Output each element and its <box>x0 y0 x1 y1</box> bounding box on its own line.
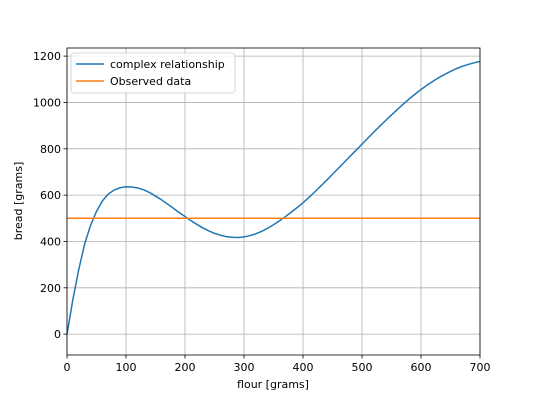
legend-box <box>70 52 236 94</box>
axis-ticks: 0 100 200 300 400 500 600 700 0 200 400 600 800 1000 1… <box>33 50 491 374</box>
x-tick-label-100: 100 <box>116 361 137 374</box>
x-tick-label-600: 600 <box>411 361 432 374</box>
x-tick-label-700: 700 <box>470 361 491 374</box>
y-axis-label: bread [grams] <box>12 162 25 241</box>
legend: complex relationship Observed data <box>70 52 236 94</box>
y-tick-label-1000: 1000 <box>33 96 61 109</box>
plot-frame <box>66 47 481 356</box>
y-tick-label-0: 0 <box>54 328 61 341</box>
legend-label-complex-relationship: complex relationship <box>110 58 225 71</box>
grid-lines <box>66 48 481 355</box>
x-tick-label-200: 200 <box>175 361 196 374</box>
y-tick-label-600: 600 <box>40 189 61 202</box>
x-tick-label-400: 400 <box>293 361 314 374</box>
x-tick-label-500: 500 <box>352 361 373 374</box>
series-lines <box>66 60 481 335</box>
x-axis-label: flour [grams] <box>237 378 309 391</box>
y-tick-label-800: 800 <box>40 143 61 156</box>
x-tick-label-300: 300 <box>234 361 255 374</box>
series-line-complex-relationship <box>66 60 481 335</box>
legend-label-observed-data: Observed data <box>110 75 191 88</box>
y-tick-label-400: 400 <box>40 235 61 248</box>
y-tick-label-1200: 1200 <box>33 50 61 63</box>
x-tick-label-0: 0 <box>64 361 71 374</box>
y-tick-label-200: 200 <box>40 282 61 295</box>
